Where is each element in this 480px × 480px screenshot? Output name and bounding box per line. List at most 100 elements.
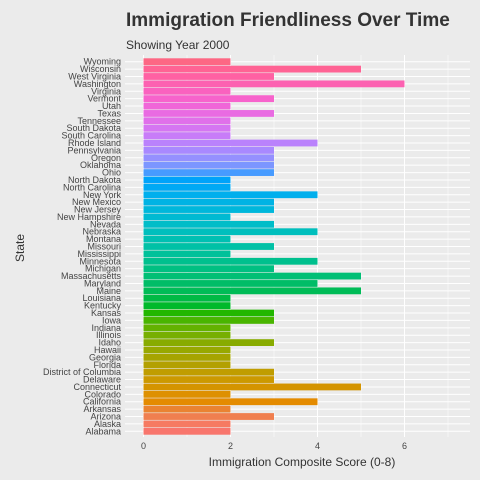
bar-vermont <box>143 95 274 103</box>
y-tick-label: New Jersey <box>74 205 122 215</box>
bar-wisconsin <box>143 65 361 73</box>
y-tick-label: Ohio <box>102 168 121 178</box>
bar-district-of-columbia <box>143 368 274 376</box>
bar-ohio <box>143 169 274 176</box>
y-tick-label: Kansas <box>91 308 122 318</box>
x-tick-label: 6 <box>402 441 407 451</box>
bar-idaho <box>143 339 274 346</box>
bar-pennsylvania <box>143 147 274 154</box>
bar-new-jersey <box>143 206 274 213</box>
y-tick-label: Alabama <box>85 426 121 436</box>
y-tick-label: Michigan <box>85 264 121 274</box>
bar-kansas <box>143 309 274 317</box>
bar-minnesota <box>143 257 318 265</box>
bar-north-dakota <box>143 176 231 184</box>
chart-subtitle: Showing Year 2000 <box>126 38 230 52</box>
y-tick-label: Washington <box>74 79 121 89</box>
y-tick-label: Wyoming <box>84 57 121 67</box>
bar-arizona <box>143 413 274 420</box>
y-tick-label: North Carolina <box>63 182 121 192</box>
bar-utah <box>143 102 231 110</box>
bar-nevada <box>143 220 274 228</box>
y-axis-title: State <box>13 234 27 262</box>
y-tick-labels: AlabamaAlaskaArizonaArkansasCaliforniaCo… <box>43 57 122 437</box>
x-tick-labels: 0 2 4 6 <box>141 441 407 451</box>
bar-new-york <box>143 191 318 199</box>
bar-illinois <box>143 331 231 339</box>
bar-texas <box>143 110 274 117</box>
y-tick-label: Iowa <box>102 315 121 325</box>
bars <box>143 58 405 435</box>
bar-maryland <box>143 280 318 287</box>
bar-virginia <box>143 87 231 95</box>
y-tick-label: Montana <box>86 234 121 244</box>
y-tick-label: Idaho <box>98 338 121 348</box>
x-tick-label: 4 <box>315 441 320 451</box>
bar-alaska <box>143 420 231 428</box>
x-tick-label: 0 <box>141 441 146 451</box>
bar-tennessee <box>143 117 231 125</box>
bar-west-virginia <box>143 73 274 80</box>
y-tick-label: Maryland <box>84 278 121 288</box>
y-tick-label: Texas <box>97 108 121 118</box>
y-tick-label: Nebraska <box>82 227 121 237</box>
bar-california <box>143 398 318 406</box>
y-tick-label: West Virginia <box>68 71 121 81</box>
bar-kentucky <box>143 302 231 310</box>
y-tick-label: Connecticut <box>73 382 121 392</box>
y-tick-label: North Dakota <box>68 175 121 185</box>
bar-montana <box>143 235 231 243</box>
y-tick-label: Oklahoma <box>80 160 121 170</box>
y-tick-label: Nevada <box>90 219 121 229</box>
y-tick-label: Louisiana <box>82 293 121 303</box>
bar-indiana <box>143 324 231 332</box>
bar-alabama <box>143 427 231 435</box>
bar-new-hampshire <box>143 213 231 221</box>
x-axis-title: Immigration Composite Score (0-8) <box>209 455 396 469</box>
bar-oregon <box>143 154 274 162</box>
bar-arkansas <box>143 405 231 413</box>
y-tick-label: Georgia <box>89 352 121 362</box>
bar-nebraska <box>143 228 318 236</box>
x-tick-label: 2 <box>228 441 233 451</box>
y-tick-label: Hawaii <box>94 345 121 355</box>
y-tick-label: Mississippi <box>77 249 121 259</box>
y-tick-label: Indiana <box>91 323 121 333</box>
y-tick-label: Delaware <box>83 375 121 385</box>
y-tick-label: Illinois <box>96 330 122 340</box>
y-tick-label: Vermont <box>87 94 121 104</box>
y-tick-label: Missouri <box>87 242 121 252</box>
y-tick-label: Maine <box>96 286 121 296</box>
bar-oklahoma <box>143 161 274 169</box>
y-tick-label: Florida <box>93 360 121 370</box>
chart-title: Immigration Friendliness Over Time <box>126 10 450 31</box>
y-tick-label: Wisconsin <box>80 64 121 74</box>
bar-delaware <box>143 376 274 383</box>
bar-colorado <box>143 390 231 398</box>
bar-rhode-island <box>143 139 318 147</box>
y-tick-label: Tennessee <box>77 116 121 126</box>
bar-michigan <box>143 265 274 273</box>
y-tick-label: New Hampshire <box>57 212 121 222</box>
y-tick-label: Arkansas <box>83 404 121 414</box>
y-tick-label: Rhode Island <box>68 138 121 148</box>
y-tick-label: Arizona <box>90 412 121 422</box>
bar-connecticut <box>143 383 361 391</box>
bar-iowa <box>143 317 274 324</box>
bar-hawaii <box>143 346 231 354</box>
bar-washington <box>143 80 405 88</box>
y-tick-label: Kentucky <box>84 301 122 311</box>
bar-florida <box>143 361 231 369</box>
y-tick-label: New Mexico <box>72 197 121 207</box>
y-tick-label: Minnesota <box>79 256 121 266</box>
y-tick-label: California <box>83 397 121 407</box>
bar-wyoming <box>143 58 231 66</box>
bar-north-carolina <box>143 183 231 191</box>
y-tick-label: Massachusetts <box>61 271 122 281</box>
y-tick-label: Utah <box>102 101 121 111</box>
y-tick-label: South Dakota <box>66 123 121 133</box>
bar-georgia <box>143 353 231 361</box>
bar-missouri <box>143 243 274 250</box>
